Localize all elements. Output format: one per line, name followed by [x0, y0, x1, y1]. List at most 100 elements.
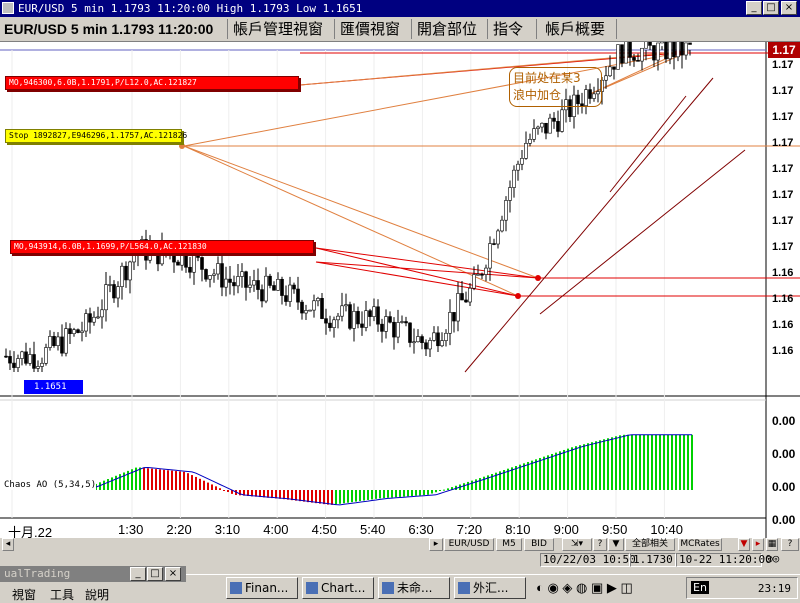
ao-bar	[579, 445, 581, 490]
ao-bar	[471, 480, 473, 490]
ao-bar	[531, 460, 533, 490]
ao-bar	[291, 490, 293, 501]
ao-bar	[151, 468, 153, 490]
candle-body	[488, 243, 492, 269]
order-label-mo-1[interactable]: MO,946300,6.0B,1.1791,P/L12.0,AC.121827	[5, 76, 299, 90]
maximize-button[interactable]: □	[763, 1, 779, 15]
child-minimize-button[interactable]: _	[130, 567, 146, 581]
order-label-mo-2[interactable]: MO,943914,6.0B,1.1699,P/L564.0,AC.121830	[10, 240, 314, 254]
ao-bar	[355, 490, 357, 502]
tab-open-positions[interactable]: 開倉部位	[413, 19, 488, 39]
candle-body	[424, 342, 428, 350]
quicklaunch-icons[interactable]: ◐ ◉ ◈ ◍ ▣ ▶ ◫	[536, 580, 633, 595]
menu-tools[interactable]: 工具	[50, 588, 75, 602]
symbol-selector[interactable]: EUR/USD	[444, 538, 494, 551]
scroll-left-icon[interactable]: ◂	[2, 538, 14, 551]
tab-bar: EUR/USD 5 min 1.1793 11:20:00 帳戶管理視窗 匯價視…	[0, 17, 800, 42]
candle-body	[16, 358, 20, 368]
candle-body	[412, 341, 416, 344]
ao-bar	[223, 490, 225, 491]
candle-body	[316, 298, 320, 302]
menu-help[interactable]: 說明	[85, 588, 110, 602]
tab-chart[interactable]: EUR/USD 5 min 1.1793 11:20:00	[0, 19, 228, 39]
minimize-button[interactable]: _	[746, 1, 762, 15]
candle-body	[524, 142, 528, 159]
down-arrow-icon[interactable]: ▼	[608, 538, 624, 551]
candle-body	[544, 122, 548, 134]
candle-body	[64, 328, 68, 354]
timeframe-selector[interactable]: M5	[496, 538, 522, 551]
ao-bar	[263, 490, 265, 498]
ao-bar	[467, 481, 469, 490]
candle-body	[264, 275, 268, 302]
red-arrow-icon[interactable]: ▸	[752, 538, 764, 551]
ao-bar	[651, 434, 653, 490]
child-close-button[interactable]: ×	[165, 567, 181, 581]
ao-bar	[271, 490, 273, 499]
candle-body	[464, 299, 468, 303]
ao-bar	[315, 490, 317, 504]
candle-body	[496, 230, 500, 245]
chart-icon[interactable]: ?	[593, 538, 607, 551]
ao-bar	[155, 469, 157, 490]
candle-body	[268, 275, 272, 286]
ao-bar	[351, 490, 353, 503]
ao-bar	[227, 490, 229, 492]
ao-bar	[243, 490, 245, 496]
x-tick-label: 十月.22	[8, 525, 53, 540]
ao-bar	[323, 490, 325, 505]
ime-indicator[interactable]: En	[691, 581, 709, 594]
drop-down-icon[interactable]: ▼	[738, 538, 750, 551]
candle-body	[96, 316, 100, 319]
stop-order-label[interactable]: Stop 1892827,E946296,1.1757,AC.121826	[5, 129, 187, 143]
candle-body	[212, 273, 216, 276]
candle-body	[636, 60, 640, 62]
minimized-child-window[interactable]: ualTrading _ □ × 視窗 工具 說明	[0, 566, 186, 602]
ao-bar	[239, 490, 241, 496]
ao-bar	[139, 467, 141, 490]
candle-body	[304, 310, 308, 314]
prev-button[interactable]: ▸	[429, 538, 443, 551]
menu-window[interactable]: 視窗	[12, 588, 37, 602]
candle-body	[672, 42, 676, 58]
price-chart[interactable]	[0, 42, 800, 538]
taskbar-item-forex[interactable]: 外汇...	[454, 577, 526, 599]
tab-account-management[interactable]: 帳戶管理視窗	[229, 19, 335, 39]
y-tick-label: 1.17	[772, 215, 794, 227]
chart-area[interactable]: MO,946300,6.0B,1.1791,P/L12.0,AC.121827 …	[0, 42, 800, 540]
close-button[interactable]: ×	[781, 1, 797, 15]
candle-body	[44, 347, 48, 364]
grid-icon[interactable]: ▦	[766, 538, 778, 551]
ao-bar	[443, 489, 445, 491]
candle-body	[100, 309, 104, 318]
ao-bar	[655, 434, 657, 490]
y-tick-label: 1.17	[772, 59, 794, 71]
ao-bar	[115, 475, 117, 490]
tab-orders[interactable]: 指令	[489, 19, 537, 39]
help-icon[interactable]: ?	[781, 538, 799, 551]
taskbar-item-chart[interactable]: Chart...	[302, 577, 374, 599]
app-icon	[458, 582, 470, 594]
indicator-select-button[interactable]: 全部相关	[625, 538, 675, 551]
ao-bar	[555, 452, 557, 490]
candle-body	[648, 42, 652, 46]
cursor-tool-icon[interactable]: ⇲▾	[562, 538, 592, 551]
tab-quotes[interactable]: 匯價視窗	[336, 19, 412, 39]
taskbar-item-finance[interactable]: Finan...	[226, 577, 298, 599]
ao-bar	[519, 464, 521, 490]
candle-body	[216, 263, 220, 275]
rates-source-button[interactable]: MCRates	[678, 538, 722, 551]
price-side-selector[interactable]: BID	[524, 538, 554, 551]
status-bar: 10/22/03 10:50 1.1730 10-22 11:20:00 ◎◎	[0, 552, 800, 568]
candle-body	[180, 252, 184, 266]
tab-account-summary[interactable]: 帳戶概要	[541, 19, 617, 39]
child-restore-button[interactable]: □	[147, 567, 163, 581]
ao-bar	[383, 490, 385, 499]
x-tick-label: 4:00	[263, 522, 289, 537]
candle-body	[584, 89, 588, 107]
taskbar-clock: 23:19	[757, 582, 791, 595]
candle-body	[640, 47, 644, 62]
taskbar-item-untitled[interactable]: 未命...	[378, 577, 450, 599]
candle-body	[112, 284, 116, 299]
taskbar-item-label: 未命...	[397, 581, 433, 595]
